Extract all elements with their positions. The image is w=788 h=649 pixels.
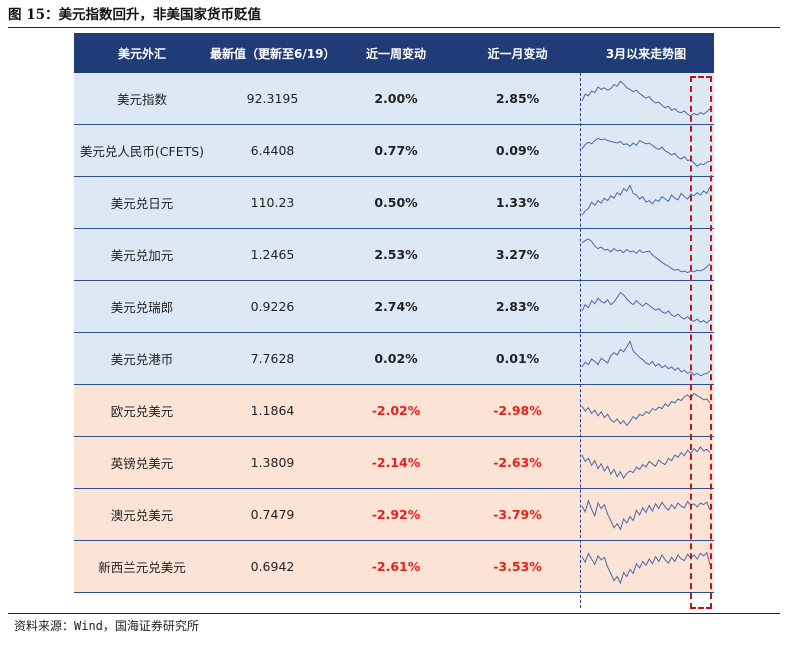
table-row: 美元兑加元 1.2465 2.53% 3.27% (74, 228, 714, 281)
table-row: 欧元兑美元 1.1864 -2.02% -2.98% (74, 384, 714, 437)
sparkline-path (581, 392, 711, 426)
currency-name-cell: 美元兑瑞郎 (74, 280, 210, 333)
trend-sparkline (581, 237, 711, 273)
trend-sparkline (581, 498, 711, 531)
latest-value-cell: 6.4408 (210, 124, 335, 177)
sparkline-path (581, 291, 711, 324)
header-month-change: 近一月变动 (457, 33, 578, 73)
currency-name-cell: 欧元兑美元 (74, 384, 210, 437)
march-start-marker (580, 73, 581, 608)
month-change-cell: -3.79% (457, 488, 578, 541)
trend-sparkline (581, 392, 711, 426)
month-change-cell: 0.01% (457, 332, 578, 385)
header-row: 美元外汇 最新值（更新至6/19） 近一周变动 近一月变动 3月以来走势图 (74, 33, 714, 73)
top-rule (8, 27, 780, 28)
table-row: 美元兑人民币(CFETS) 6.4408 0.77% 0.09% (74, 124, 714, 177)
week-change-cell: 0.77% (335, 124, 457, 177)
table-row: 美元兑日元 110.23 0.50% 1.33% (74, 176, 714, 229)
sparkline-path (581, 80, 711, 116)
bottom-rule (8, 613, 780, 614)
month-change-cell: 0.09% (457, 124, 578, 177)
table-row: 英镑兑美元 1.3809 -2.14% -2.63% (74, 436, 714, 489)
latest-value-cell: 7.7628 (210, 332, 335, 385)
currency-name-cell: 美元兑日元 (74, 176, 210, 229)
latest-value-cell: 0.6942 (210, 540, 335, 593)
trend-sparkline (581, 445, 711, 479)
table-body: 美元指数 92.3195 2.00% 2.85% 美元兑人民币(CFETS) 6.4408… (74, 73, 714, 593)
header-currency: 美元外汇 (74, 33, 210, 73)
currency-name-cell: 美元兑港币 (74, 332, 210, 385)
month-change-cell: 3.27% (457, 228, 578, 281)
week-change-cell: 2.53% (335, 228, 457, 281)
currency-name-cell: 新西兰元兑美元 (74, 540, 210, 593)
currency-name-cell: 英镑兑美元 (74, 436, 210, 489)
sparkline-path (581, 498, 711, 531)
header-week-change: 近一周变动 (335, 33, 457, 73)
week-change-cell: -2.14% (335, 436, 457, 489)
week-change-cell: 2.74% (335, 280, 457, 333)
header-latest: 最新值（更新至6/19） (210, 33, 335, 73)
week-change-cell: -2.02% (335, 384, 457, 437)
latest-value-cell: 92.3195 (210, 73, 335, 125)
sparkline-path (581, 445, 711, 479)
latest-value-cell: 1.3809 (210, 436, 335, 489)
sparkline-path (581, 237, 711, 273)
trend-sparkline (581, 80, 711, 116)
sparkline-path (581, 183, 711, 215)
table-row: 美元兑港币 7.7628 0.02% 0.01% (74, 332, 714, 385)
sparkline-path (581, 551, 711, 584)
latest-value-cell: 1.2465 (210, 228, 335, 281)
month-change-cell: -2.63% (457, 436, 578, 489)
table-row: 新西兰元兑美元 0.6942 -2.61% -3.53% (74, 540, 714, 593)
month-change-cell: -2.98% (457, 384, 578, 437)
week-change-cell: 0.50% (335, 176, 457, 229)
table-row: 美元指数 92.3195 2.00% 2.85% (74, 73, 714, 125)
week-change-cell: -2.61% (335, 540, 457, 593)
currency-name-cell: 美元兑人民币(CFETS) (74, 124, 210, 177)
sparkline-path (581, 137, 711, 167)
week-change-cell: 0.02% (335, 332, 457, 385)
currency-name-cell: 美元指数 (74, 73, 210, 125)
month-change-cell: 1.33% (457, 176, 578, 229)
trend-sparkline (581, 183, 711, 215)
trend-sparkline (581, 551, 711, 584)
trend-sparkline (581, 137, 711, 167)
week-change-cell: 2.00% (335, 73, 457, 125)
month-change-cell: 2.83% (457, 280, 578, 333)
latest-value-cell: 1.1864 (210, 384, 335, 437)
week-change-cell: -2.92% (335, 488, 457, 541)
table-row: 美元兑瑞郎 0.9226 2.74% 2.83% (74, 280, 714, 333)
source-note: 资料来源：Wind，国海证券研究所 (14, 619, 199, 633)
sparkline-path (581, 339, 711, 376)
currency-name-cell: 澳元兑美元 (74, 488, 210, 541)
trend-sparkline (581, 291, 711, 324)
fx-table: 美元外汇 最新值（更新至6/19） 近一周变动 近一月变动 3月以来走势图 美元… (74, 33, 714, 593)
table-row: 澳元兑美元 0.7479 -2.92% -3.79% (74, 488, 714, 541)
recent-period-highlight-box (690, 76, 712, 609)
month-change-cell: 2.85% (457, 73, 578, 125)
figure-title: 图 15：美元指数回升，非美国家货币贬值 (8, 7, 261, 23)
latest-value-cell: 0.7479 (210, 488, 335, 541)
header-trend: 3月以来走势图 (578, 33, 714, 73)
month-change-cell: -3.53% (457, 540, 578, 593)
trend-sparkline (581, 339, 711, 376)
currency-name-cell: 美元兑加元 (74, 228, 210, 281)
latest-value-cell: 0.9226 (210, 280, 335, 333)
latest-value-cell: 110.23 (210, 176, 335, 229)
